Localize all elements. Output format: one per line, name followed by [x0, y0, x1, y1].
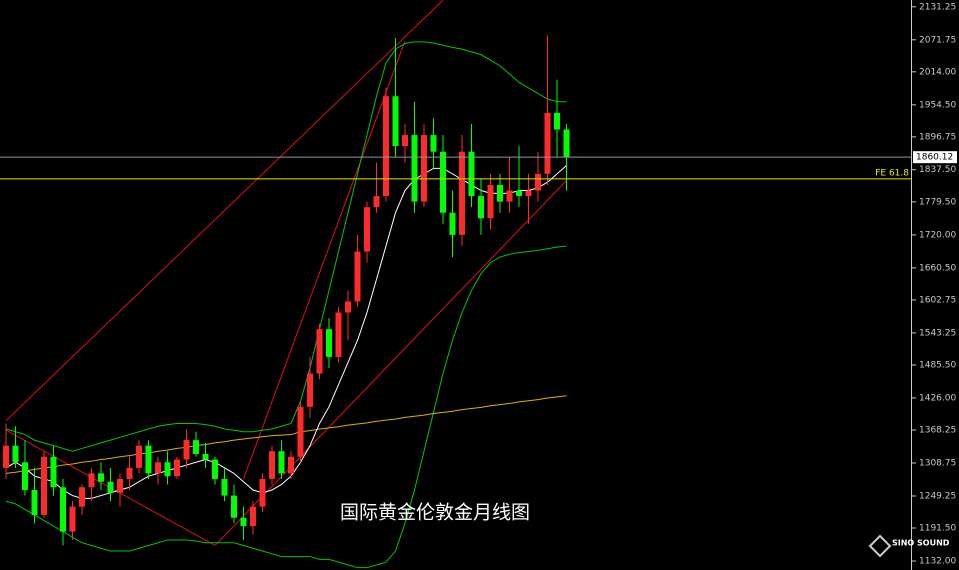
candle-body — [478, 196, 484, 219]
candle-body — [354, 251, 361, 302]
candle-body — [193, 440, 199, 454]
logo: SINO SOUND — [868, 534, 950, 558]
candle-body — [98, 473, 104, 482]
candle-body — [60, 487, 66, 532]
candle-body — [373, 196, 380, 208]
candle-body — [402, 135, 408, 147]
candle-body — [221, 478, 228, 496]
y-tick-label: 2071.75 — [919, 35, 956, 45]
y-tick-label: 1602.75 — [919, 295, 956, 305]
candle-body — [459, 151, 465, 235]
candle-body — [183, 440, 190, 460]
candle-body — [107, 481, 114, 493]
candle-body — [563, 129, 570, 158]
candle-body — [535, 173, 541, 191]
candle-body — [326, 329, 332, 357]
last-price-box — [913, 151, 957, 164]
indicator-line — [5, 245, 567, 569]
candle-body — [22, 462, 28, 491]
candle-body — [297, 406, 304, 457]
y-tick-label: 1485.50 — [919, 360, 956, 370]
trend-line — [5, 0, 444, 422]
candle-body — [174, 459, 180, 477]
y-tick-label: 1308.75 — [919, 458, 956, 468]
candle-body — [316, 329, 323, 374]
price-axis: 2131.25 2071.75 2014.00 1954.50 1896.75 1837.… — [912, 2, 957, 567]
candle-body — [269, 451, 275, 479]
candle-body — [202, 453, 209, 460]
y-tick-label: 1954.50 — [919, 100, 956, 110]
trend-line — [214, 180, 567, 546]
candle-body — [345, 301, 351, 313]
last-price-label: 1860.12 — [916, 153, 953, 163]
candle-body — [307, 373, 313, 407]
y-tick-label: 1191.50 — [919, 524, 956, 534]
y-tick-label: 1368.25 — [919, 425, 956, 435]
candle-body — [364, 207, 370, 252]
candle-body — [164, 462, 171, 477]
candle-body — [383, 96, 389, 197]
candle-body — [231, 495, 237, 518]
candle-body — [12, 445, 19, 463]
candle-body — [155, 462, 161, 474]
candle-body — [449, 212, 456, 235]
logo-text: SINO SOUND — [892, 539, 950, 548]
candle-body — [288, 456, 294, 474]
candle-body — [278, 451, 285, 474]
candle-body — [212, 459, 218, 479]
candle-body — [88, 473, 95, 488]
indicator-line — [5, 41, 567, 452]
candle-body — [259, 478, 266, 507]
y-tick-label: 2131.25 — [919, 2, 956, 12]
indicator-line — [5, 395, 567, 474]
candle-body — [3, 445, 9, 468]
candle-body — [516, 190, 522, 197]
y-tick-label: 1543.25 — [919, 328, 956, 338]
candle-body — [468, 151, 475, 197]
candle-body — [240, 517, 247, 527]
candle-body — [411, 135, 418, 202]
caption: 国际黄金伦敦金月线图 — [340, 502, 530, 524]
y-tick-label: 1132.00 — [919, 557, 956, 567]
candle-body — [31, 490, 38, 515]
y-tick-label: 1249.25 — [919, 491, 956, 501]
candle-body — [69, 506, 76, 532]
candle-body — [335, 312, 342, 357]
candle-body — [487, 184, 494, 219]
logo-icon — [868, 534, 892, 558]
candle-body — [544, 112, 551, 174]
candle-body — [145, 445, 152, 474]
candle-body — [250, 506, 256, 527]
candle-body — [126, 467, 133, 479]
candle-body — [497, 184, 503, 202]
candle-body — [554, 112, 560, 130]
plot-area: FE 61.8 — [0, 0, 911, 569]
candle-body — [41, 456, 47, 515]
candle-body — [50, 456, 57, 488]
y-tick-label: 1426.00 — [919, 393, 956, 403]
y-tick-label: 1660.50 — [919, 263, 956, 273]
trend-line — [243, 40, 406, 480]
y-tick-label: 1720.00 — [919, 230, 956, 240]
y-tick-label: 1896.75 — [919, 132, 956, 142]
candle-body — [421, 135, 427, 202]
candle-body — [392, 96, 399, 147]
candle-body — [440, 151, 446, 213]
y-tick-label: 1779.50 — [919, 197, 956, 207]
y-tick-label: 2014.00 — [919, 67, 956, 77]
candle-body — [79, 487, 85, 507]
candle-body — [136, 445, 142, 468]
candle-body — [506, 190, 513, 202]
y-tick-label: 1837.50 — [919, 165, 956, 175]
candle-body — [117, 478, 123, 493]
candle-body — [430, 135, 437, 152]
fe-level-label: FE 61.8 — [875, 168, 909, 178]
candle-body — [525, 190, 532, 197]
